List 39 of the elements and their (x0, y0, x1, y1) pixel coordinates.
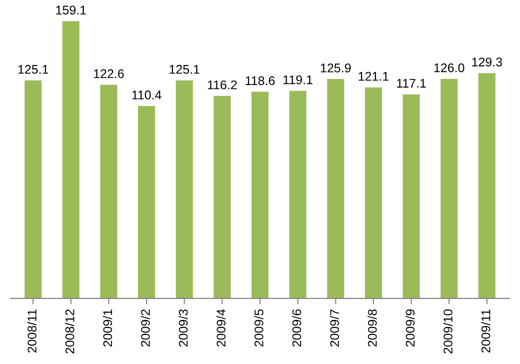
data-label: 125.1 (170, 64, 200, 74)
x-tick-label: 2009/4 (216, 309, 226, 346)
bar (62, 21, 80, 298)
x-tick-label: 2008/11 (27, 310, 36, 353)
bar (100, 84, 118, 298)
bar (440, 78, 458, 298)
x-tick-label: 2009/3 (178, 309, 188, 346)
x-tick-label: 2009/1 (102, 310, 112, 346)
x-tick-label: 2009/2 (140, 310, 150, 346)
bar (251, 92, 269, 298)
bar (176, 80, 193, 298)
bar (327, 79, 344, 298)
x-tick-label: 2009/9 (405, 309, 415, 346)
x-tick-label: 2009/10 (443, 309, 452, 354)
data-label: 129.3 (472, 58, 502, 66)
bar (138, 106, 156, 298)
bar (214, 96, 231, 298)
x-tick-label: 2009/7 (330, 310, 339, 346)
data-label: 122.6 (94, 69, 124, 78)
x-tick-label: 2009/8 (368, 309, 377, 346)
data-label: 116.2 (208, 80, 237, 90)
bar (289, 90, 306, 298)
x-tick-label: 2008/12 (65, 310, 74, 354)
data-label: 110.4 (132, 90, 162, 100)
data-label: 117.1 (397, 79, 426, 88)
data-label: 126.0 (434, 63, 464, 72)
data-label: 118.6 (246, 76, 275, 86)
x-tick-label: 2009/11 (481, 310, 490, 353)
x-tick-label: 2009/5 (254, 309, 264, 346)
bar (364, 87, 382, 298)
data-label: 119.1 (284, 75, 312, 84)
bar (478, 73, 496, 298)
bar (24, 80, 42, 298)
data-label: 121.1 (358, 72, 388, 81)
data-label: 125.1 (18, 64, 48, 74)
x-tick-label: 2009/6 (292, 309, 302, 346)
data-label: 125.9 (320, 64, 351, 72)
data-label: 159.1 (56, 6, 86, 15)
bar (402, 94, 420, 298)
